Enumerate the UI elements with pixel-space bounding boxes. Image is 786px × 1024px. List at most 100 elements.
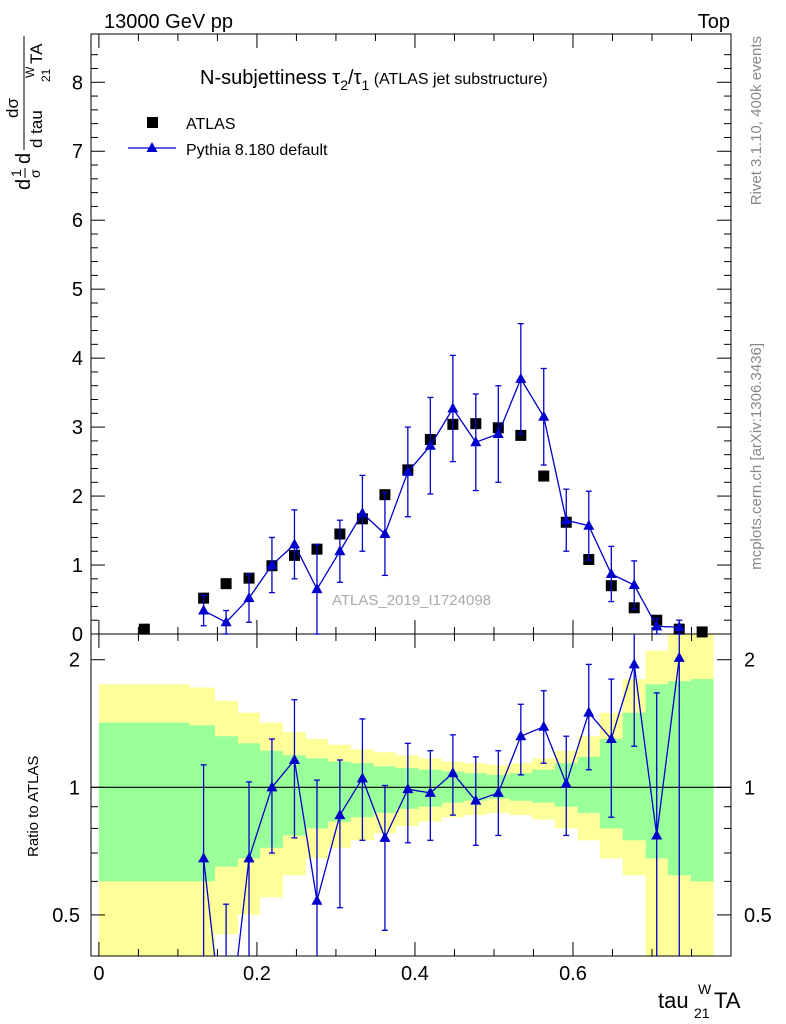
legend-atlas-marker xyxy=(147,117,158,128)
pythia-point xyxy=(538,410,550,421)
ratio-mc-series xyxy=(198,634,685,956)
pythia-point xyxy=(288,538,300,549)
header-left-label: 13000 GeV pp xyxy=(104,11,233,33)
analysis-watermark: ATLAS_2019_I1724098 xyxy=(332,592,491,609)
ratio-line xyxy=(202,657,680,956)
pythia-point xyxy=(560,514,572,525)
band-inner-bin xyxy=(690,679,714,882)
ratio-y-axis-label: Ratio to ATLAS xyxy=(25,756,42,857)
header-right-label: Top xyxy=(698,11,730,33)
main-x-axis-ticks xyxy=(98,34,692,956)
ratio-point xyxy=(356,772,368,783)
ratio-point xyxy=(288,754,300,765)
x-tick-label: 0.4 xyxy=(401,963,429,985)
ylabel-dtau: d tau xyxy=(27,110,46,148)
main-y-tick-label: 7 xyxy=(72,141,83,163)
main-y-tick-label: 6 xyxy=(72,210,83,232)
xlabel-sub: 21 xyxy=(694,1005,710,1021)
ratio-point xyxy=(402,783,414,794)
ylabel-sub: 21 xyxy=(39,68,53,82)
title-main: N-subjettiness τ xyxy=(200,67,340,89)
legend-atlas-label: ATLAS xyxy=(186,116,236,133)
pythia-point xyxy=(605,568,617,578)
ylabel-ta: TA xyxy=(27,43,46,64)
legend-pythia-label: Pythia 8.180 default xyxy=(186,142,328,159)
ratio-point xyxy=(651,829,663,840)
pythia-point xyxy=(220,616,232,627)
pythia-point xyxy=(266,559,278,570)
ratio-y-tick-label-right: 1 xyxy=(744,777,755,799)
ratio-point xyxy=(198,852,210,863)
ylabel-dsigma: dσ xyxy=(3,98,22,118)
ratio-y-tick-label-left: 0.5 xyxy=(52,905,80,927)
ratio-point xyxy=(628,658,640,669)
ratio-plot-frame xyxy=(90,633,732,957)
xlabel-base: tau xyxy=(658,988,689,1013)
ratio-point xyxy=(560,777,572,788)
x-tick-label: 0 xyxy=(93,963,104,985)
pythia-mc-series xyxy=(198,323,685,635)
pythia-point xyxy=(334,545,346,556)
pythia-point xyxy=(424,439,436,450)
pythia-point xyxy=(311,583,323,594)
rivet-version-label: Rivet 3.1.10, 400k events xyxy=(748,36,765,205)
ratio-point xyxy=(583,706,595,717)
title-sub-2: 2 xyxy=(340,77,348,93)
ratio-axis-ticks: 0.5 0.5 1 1 2 2 xyxy=(52,650,772,927)
x-tick-label: 0.2 xyxy=(243,963,271,985)
main-y-tick-label: 3 xyxy=(72,417,83,439)
band-inner-bin xyxy=(98,722,190,882)
plot-title: N-subjettiness τ2/τ1 (ATLAS jet substruc… xyxy=(200,67,548,93)
atlas-point xyxy=(538,470,550,482)
pythia-point xyxy=(379,528,391,538)
x-axis-tick-labels: 0 0.2 0.4 0.6 xyxy=(93,963,587,985)
atlas-point xyxy=(515,429,527,441)
pythia-point xyxy=(583,519,595,530)
band-inner-bin xyxy=(215,736,238,867)
pythia-point xyxy=(628,579,640,590)
ratio-point xyxy=(673,651,685,662)
main-y-axis-label: d 1 σ d dσ d tau W 21 TA xyxy=(3,36,53,190)
atlas-point xyxy=(138,623,150,635)
ylabel-d: d xyxy=(13,179,35,190)
main-y-tick-label: 5 xyxy=(72,279,83,301)
pythia-point xyxy=(243,592,255,603)
pythia-point xyxy=(447,402,459,413)
main-y-tick-label: 0 xyxy=(72,624,83,646)
main-y-tick-label: 2 xyxy=(72,486,83,508)
ylabel-d2: d xyxy=(13,153,35,164)
x-axis-label: tau W 21 TA xyxy=(658,981,741,1021)
ratio-y-tick-label-left: 1 xyxy=(69,777,80,799)
ratio-point xyxy=(447,767,459,778)
ratio-y-tick-label-right: 0.5 xyxy=(744,905,772,927)
ratio-point xyxy=(379,831,391,842)
legend-pythia-marker xyxy=(146,142,158,152)
band-inner-bin xyxy=(622,712,646,841)
pythia-point xyxy=(402,465,414,476)
ratio-point xyxy=(492,786,504,797)
main-y-tick-label: 1 xyxy=(72,555,83,577)
ylabel-sup: W xyxy=(23,66,37,78)
ratio-point xyxy=(424,786,436,797)
title-sub-1: 1 xyxy=(361,77,369,93)
ratio-point xyxy=(515,730,527,741)
pythia-line xyxy=(203,377,680,628)
ylabel-one: 1 xyxy=(8,169,24,177)
ratio-point xyxy=(266,781,278,792)
title-slash: /τ xyxy=(348,67,362,89)
xlabel-ta: TA xyxy=(714,988,741,1013)
pythia-point xyxy=(515,372,527,383)
title-paren: (ATLAS jet substructure) xyxy=(369,71,547,88)
pythia-point xyxy=(492,428,504,438)
band-inner-bin xyxy=(577,756,600,813)
ratio-y-tick-label-left: 2 xyxy=(69,650,80,672)
main-y-tick-label: 4 xyxy=(72,348,83,370)
ratio-point xyxy=(538,720,550,731)
x-tick-label: 0.6 xyxy=(559,963,587,985)
main-y-tick-label: 8 xyxy=(72,72,83,94)
pythia-point xyxy=(673,621,685,632)
mcplots-label: mcplots.cern.ch [arXiv:1306.3436] xyxy=(748,343,765,570)
atlas-point xyxy=(696,626,708,638)
